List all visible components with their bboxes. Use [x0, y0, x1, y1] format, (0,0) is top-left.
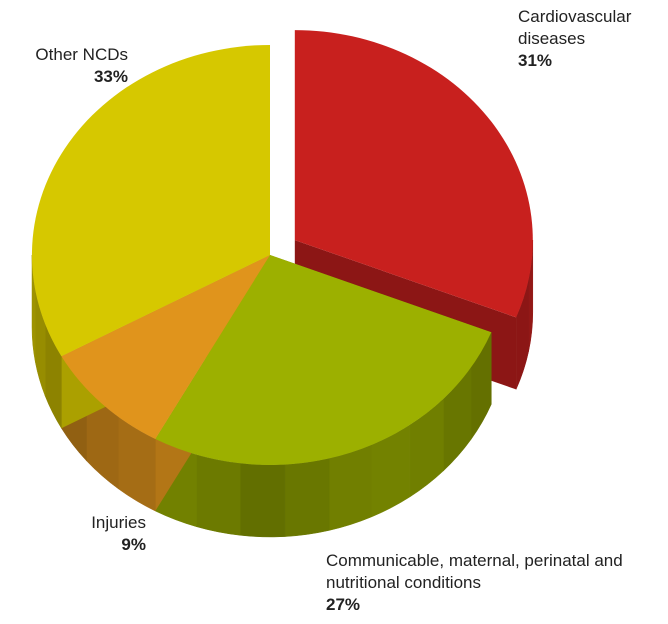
value-label: 31%	[518, 51, 553, 70]
slice-label: Communicable, maternal, perinatal and nu…	[326, 550, 666, 616]
category-label: Injuries	[91, 513, 146, 532]
value-label: 9%	[121, 535, 146, 554]
slice-label: Other NCDs 33%	[0, 44, 128, 88]
value-label: 27%	[326, 595, 361, 614]
slice-label: Injuries 9%	[20, 512, 146, 556]
slice-side	[284, 458, 330, 537]
slice	[61, 255, 271, 439]
slice-side	[328, 444, 372, 531]
slice-side	[196, 454, 241, 536]
category-label: Communicable, maternal, perinatal and nu…	[326, 551, 623, 592]
slice	[294, 30, 533, 318]
value-label: 33%	[93, 67, 128, 86]
slice-side	[239, 463, 286, 538]
slice-label: Cardiovascular diseases 31%	[518, 6, 666, 72]
category-label: Other NCDs	[35, 45, 128, 64]
slice	[31, 45, 271, 357]
slice	[155, 255, 492, 466]
category-label: Cardiovascular diseases	[518, 7, 632, 48]
